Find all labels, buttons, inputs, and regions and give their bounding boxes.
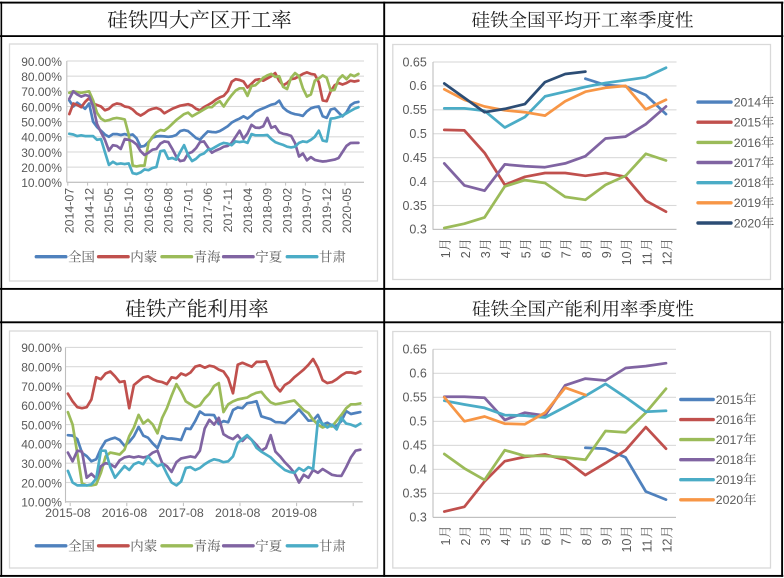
svg-text:90.00%: 90.00% <box>21 55 62 69</box>
svg-text:2016: 2016 <box>716 413 744 427</box>
svg-text:6: 6 <box>540 251 554 258</box>
svg-text:1: 1 <box>439 539 453 546</box>
svg-text:2020: 2020 <box>716 493 744 507</box>
svg-text:2016: 2016 <box>734 136 762 150</box>
svg-text:2014-12: 2014-12 <box>82 188 96 234</box>
svg-text:2019: 2019 <box>716 473 744 487</box>
svg-text:2018: 2018 <box>716 453 744 467</box>
svg-text:11: 11 <box>640 539 654 552</box>
svg-text:9: 9 <box>600 539 614 546</box>
svg-text:7: 7 <box>560 251 574 258</box>
svg-text:30.00%: 30.00% <box>21 457 62 471</box>
svg-text:2017-06: 2017-06 <box>201 188 215 234</box>
svg-text:0.55: 0.55 <box>402 103 426 117</box>
svg-text:6: 6 <box>540 539 554 546</box>
svg-text:0.5: 0.5 <box>409 415 426 429</box>
svg-text:2017-01: 2017-01 <box>181 188 195 234</box>
svg-text:40.00%: 40.00% <box>21 131 62 145</box>
svg-text:7: 7 <box>560 539 574 546</box>
svg-text:2015: 2015 <box>716 393 744 407</box>
svg-text:2019-07: 2019-07 <box>300 188 314 234</box>
svg-text:2014-07: 2014-07 <box>63 188 77 234</box>
svg-text:2017: 2017 <box>716 433 744 447</box>
svg-text:0.65: 0.65 <box>402 55 426 69</box>
svg-text:3: 3 <box>479 539 493 546</box>
svg-text:0.6: 0.6 <box>409 79 426 93</box>
svg-text:2014: 2014 <box>734 96 762 110</box>
svg-text:30.00%: 30.00% <box>21 146 62 160</box>
svg-text:0.35: 0.35 <box>402 487 426 501</box>
svg-text:2: 2 <box>459 251 473 258</box>
svg-text:1: 1 <box>439 251 453 258</box>
svg-text:0.45: 0.45 <box>402 439 426 453</box>
svg-text:5: 5 <box>519 251 533 258</box>
svg-text:40.00%: 40.00% <box>21 438 62 452</box>
svg-text:2017: 2017 <box>734 156 762 170</box>
svg-text:2016-03: 2016-03 <box>142 188 156 234</box>
svg-text:0.65: 0.65 <box>402 343 426 357</box>
svg-text:80.00%: 80.00% <box>21 361 62 375</box>
svg-text:2019-08: 2019-08 <box>272 506 318 520</box>
svg-text:2019-12: 2019-12 <box>320 188 334 234</box>
svg-text:0.45: 0.45 <box>402 151 426 165</box>
svg-text:11: 11 <box>640 252 654 265</box>
svg-text:2017-11: 2017-11 <box>221 188 235 233</box>
svg-text:0.3: 0.3 <box>409 223 426 237</box>
svg-text:9: 9 <box>600 251 614 258</box>
svg-text:0.5: 0.5 <box>409 127 426 141</box>
svg-text:4: 4 <box>499 251 513 258</box>
svg-text:2018: 2018 <box>734 176 762 190</box>
svg-text:10.00%: 10.00% <box>21 496 62 510</box>
svg-text:0.35: 0.35 <box>402 199 426 213</box>
svg-text:12: 12 <box>661 251 675 265</box>
svg-text:2016-08: 2016-08 <box>162 188 176 234</box>
svg-text:0.3: 0.3 <box>409 511 426 525</box>
svg-text:0.6: 0.6 <box>409 367 426 381</box>
svg-text:2020-05: 2020-05 <box>340 188 354 234</box>
svg-text:2018-04: 2018-04 <box>241 188 255 234</box>
svg-text:60.00%: 60.00% <box>21 100 62 114</box>
svg-text:2019: 2019 <box>734 196 762 210</box>
svg-text:50.00%: 50.00% <box>21 418 62 432</box>
svg-text:20.00%: 20.00% <box>21 161 62 175</box>
svg-text:60.00%: 60.00% <box>21 399 62 413</box>
svg-text:2015-08: 2015-08 <box>45 506 91 520</box>
svg-text:12: 12 <box>661 539 675 553</box>
svg-text:80.00%: 80.00% <box>21 70 62 84</box>
svg-text:10: 10 <box>620 251 634 265</box>
svg-text:90.00%: 90.00% <box>21 341 62 355</box>
svg-text:0.55: 0.55 <box>402 391 426 405</box>
svg-text:2016-08: 2016-08 <box>102 506 148 520</box>
svg-text:50.00%: 50.00% <box>21 116 62 130</box>
svg-text:3: 3 <box>479 251 493 258</box>
svg-text:2015-05: 2015-05 <box>102 188 116 234</box>
svg-text:8: 8 <box>580 251 594 258</box>
svg-text:2020: 2020 <box>734 216 762 230</box>
svg-text:0.4: 0.4 <box>409 463 426 477</box>
svg-text:2018-09: 2018-09 <box>261 188 275 234</box>
svg-text:2015: 2015 <box>734 116 762 130</box>
svg-text:2018-08: 2018-08 <box>215 506 261 520</box>
svg-text:2: 2 <box>459 539 473 546</box>
svg-text:2015-10: 2015-10 <box>122 188 136 234</box>
svg-text:0.4: 0.4 <box>409 175 426 189</box>
svg-text:5: 5 <box>519 539 533 546</box>
svg-text:2019-02: 2019-02 <box>280 188 294 234</box>
svg-text:2017-08: 2017-08 <box>158 506 204 520</box>
svg-text:70.00%: 70.00% <box>21 380 62 394</box>
svg-text:20.00%: 20.00% <box>21 476 62 490</box>
svg-text:8: 8 <box>580 539 594 546</box>
svg-text:4: 4 <box>499 539 513 546</box>
svg-text:10: 10 <box>620 539 634 553</box>
svg-text:10.00%: 10.00% <box>21 176 62 190</box>
svg-text:70.00%: 70.00% <box>21 85 62 99</box>
